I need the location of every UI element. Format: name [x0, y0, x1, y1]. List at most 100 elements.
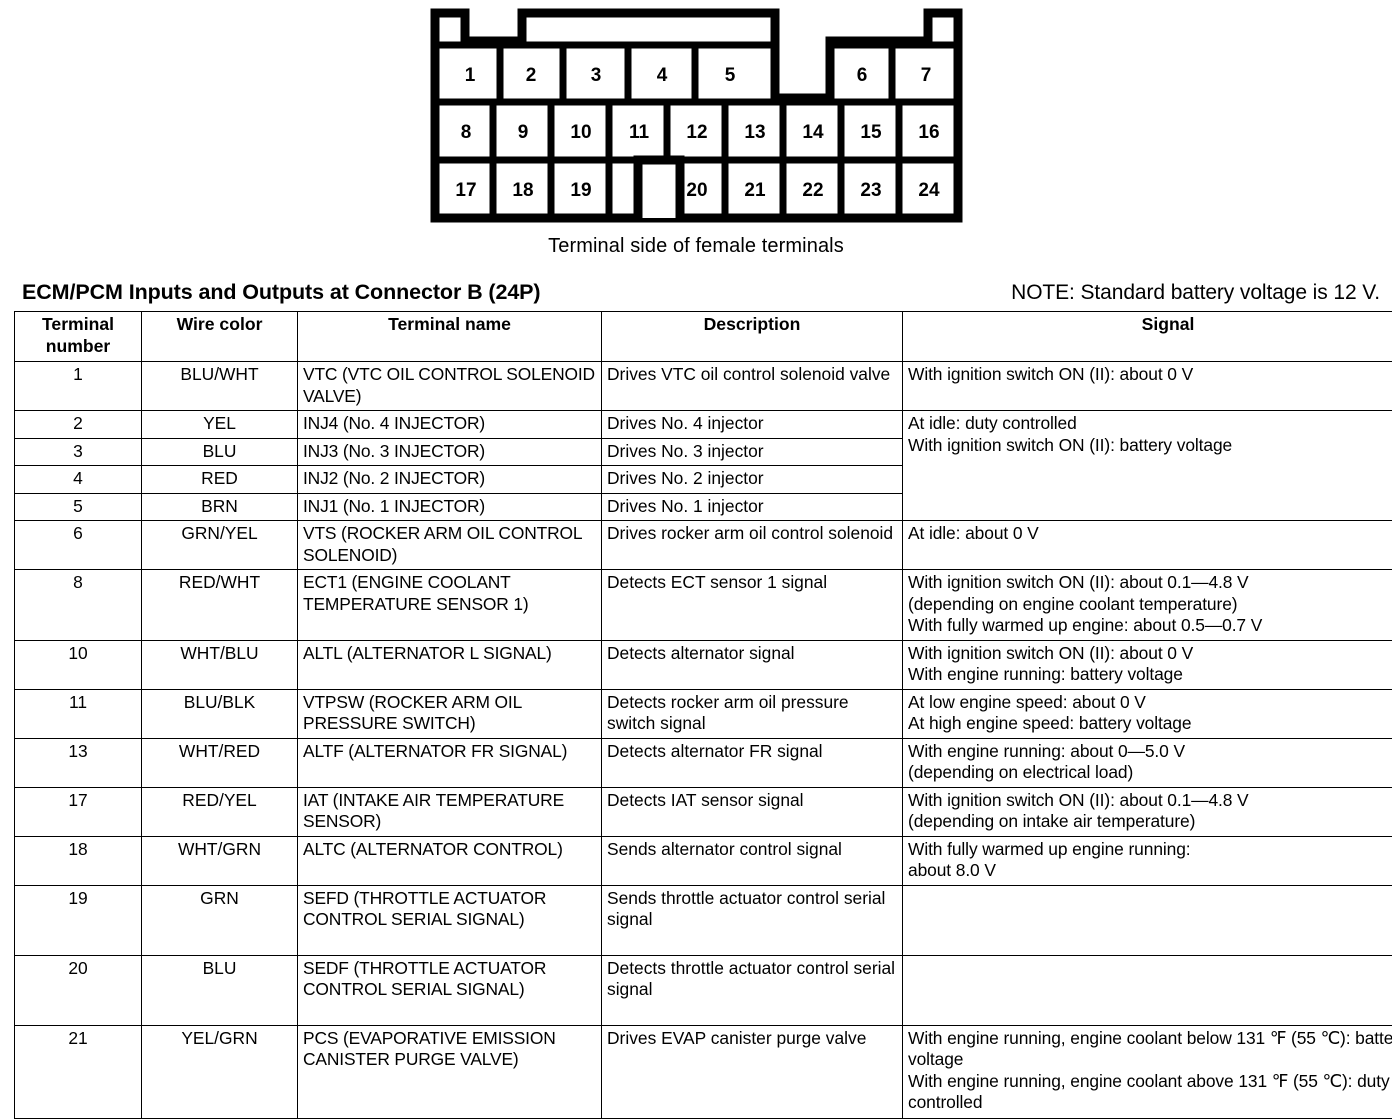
pin-19: 19: [570, 180, 591, 201]
pin-3: 3: [591, 65, 602, 86]
cell-wire-color: GRN/YEL: [142, 521, 298, 570]
pin-20: 20: [686, 180, 707, 201]
cell-terminal-name: PCS (EVAPORATIVE EMISSION CANISTER PURGE…: [298, 1025, 602, 1118]
pin-14: 14: [802, 122, 824, 143]
cell-terminal-number: 8: [15, 570, 142, 641]
pin-6: 6: [857, 65, 868, 86]
pin-2: 2: [526, 65, 537, 86]
cell-wire-color: WHT/BLU: [142, 640, 298, 689]
pin-13: 13: [744, 122, 765, 143]
cell-terminal-number: 1: [15, 362, 142, 411]
cell-wire-color: BLU/BLK: [142, 689, 298, 738]
cell-terminal-name: VTS (ROCKER ARM OIL CONTROL SOLENOID): [298, 521, 602, 570]
cell-signal: With ignition switch ON (II): about 0 V: [903, 362, 1392, 411]
cell-terminal-number: 11: [15, 689, 142, 738]
cell-description: Detects rocker arm oil pressure switch s…: [602, 689, 903, 738]
cell-description: Drives No. 3 injector: [602, 438, 903, 466]
title-row: ECM/PCM Inputs and Outputs at Connector …: [22, 280, 1382, 305]
header-signal: Signal: [903, 312, 1392, 362]
cell-wire-color: GRN: [142, 885, 298, 955]
cell-terminal-number: 18: [15, 836, 142, 885]
cell-signal: [903, 885, 1392, 955]
cell-signal: [903, 955, 1392, 1025]
cell-terminal-name: VTPSW (ROCKER ARM OIL PRESSURE SWITCH): [298, 689, 602, 738]
cell-description: Drives No. 1 injector: [602, 493, 903, 521]
connector-pinout-svg: 1 2 3 4 5 6 7 8 9 10 11 12 13 14 15 16 1…: [430, 8, 990, 223]
cell-terminal-name: ALTF (ALTERNATOR FR SIGNAL): [298, 738, 602, 787]
cell-terminal-number: 3: [15, 438, 142, 466]
pin-7: 7: [921, 65, 932, 86]
cell-wire-color: YEL/GRN: [142, 1025, 298, 1118]
table-header: Terminal number Wire color Terminal name…: [15, 312, 1392, 362]
cell-wire-color: BRN: [142, 493, 298, 521]
cell-terminal-number: 4: [15, 466, 142, 494]
cell-terminal-number: 10: [15, 640, 142, 689]
connector-bottom-notch: [638, 160, 680, 218]
pin-15: 15: [860, 122, 882, 143]
cell-terminal-name: SEDF (THROTTLE ACTUATOR CONTROL SERIAL S…: [298, 955, 602, 1025]
cell-terminal-number: 6: [15, 521, 142, 570]
cell-terminal-name: IAT (INTAKE AIR TEMPERATURE SENSOR): [298, 787, 602, 836]
cell-description: Drives EVAP canister purge valve: [602, 1025, 903, 1118]
cell-terminal-name: INJ2 (No. 2 INJECTOR): [298, 466, 602, 494]
cell-description: Detects alternator signal: [602, 640, 903, 689]
cell-description: Drives VTC oil control solenoid valve: [602, 362, 903, 411]
cell-terminal-name: ECT1 (ENGINE COOLANT TEMPERATURE SENSOR …: [298, 570, 602, 641]
cell-signal: At idle: about 0 V: [903, 521, 1392, 570]
cell-terminal-number: 19: [15, 885, 142, 955]
cell-wire-color: WHT/GRN: [142, 836, 298, 885]
battery-voltage-note: NOTE: Standard battery voltage is 12 V.: [1011, 281, 1382, 305]
cell-description: Detects ECT sensor 1 signal: [602, 570, 903, 641]
page-title: ECM/PCM Inputs and Outputs at Connector …: [22, 280, 540, 305]
cell-signal: With ignition switch ON (II): about 0.1―…: [903, 787, 1392, 836]
cell-description: Drives No. 2 injector: [602, 466, 903, 494]
cell-terminal-number: 20: [15, 955, 142, 1025]
header-description: Description: [602, 312, 903, 362]
pin-11: 11: [629, 122, 650, 143]
cell-description: Sends alternator control signal: [602, 836, 903, 885]
pin-5: 5: [725, 65, 736, 86]
cell-description: Drives No. 4 injector: [602, 411, 903, 439]
cell-wire-color: BLU: [142, 955, 298, 1025]
connector-caption: Terminal side of female terminals: [0, 234, 1392, 258]
header-wire-color: Wire color: [142, 312, 298, 362]
pin-23: 23: [860, 180, 881, 201]
cell-wire-color: BLU/WHT: [142, 362, 298, 411]
pin-21: 21: [744, 180, 766, 201]
cell-description: Detects throttle actuator control serial…: [602, 955, 903, 1025]
cell-signal: With engine running, engine coolant belo…: [903, 1025, 1392, 1118]
cell-terminal-number: 5: [15, 493, 142, 521]
cell-description: Detects IAT sensor signal: [602, 787, 903, 836]
header-terminal-name: Terminal name: [298, 312, 602, 362]
cell-terminal-number: 13: [15, 738, 142, 787]
pin-8: 8: [461, 122, 472, 143]
cell-signal: With engine running: about 0―5.0 V(depen…: [903, 738, 1392, 787]
cell-wire-color: WHT/RED: [142, 738, 298, 787]
cell-wire-color: RED: [142, 466, 298, 494]
cell-terminal-name: INJ1 (No. 1 INJECTOR): [298, 493, 602, 521]
pin-12: 12: [686, 122, 707, 143]
pin-22: 22: [802, 180, 823, 201]
pin-1: 1: [465, 65, 476, 86]
cell-terminal-number: 17: [15, 787, 142, 836]
cell-wire-color: YEL: [142, 411, 298, 439]
ecm-pcm-connector-table: Terminal number Wire color Terminal name…: [14, 311, 1392, 1119]
cell-terminal-name: SEFD (THROTTLE ACTUATOR CONTROL SERIAL S…: [298, 885, 602, 955]
table-header-row: Terminal number Wire color Terminal name…: [15, 312, 1392, 362]
cell-terminal-name: INJ3 (No. 3 INJECTOR): [298, 438, 602, 466]
